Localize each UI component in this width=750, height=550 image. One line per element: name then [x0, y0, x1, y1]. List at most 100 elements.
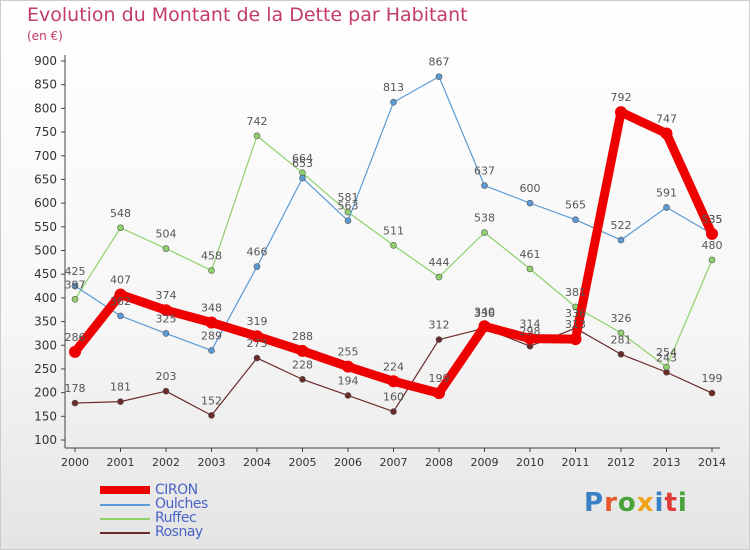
y-tick-label: 800	[34, 101, 57, 115]
data-label-ciron: 535	[702, 213, 723, 226]
data-point-rosnay	[208, 412, 215, 419]
data-label-oulches: 325	[156, 312, 177, 325]
x-tick-label: 2003	[198, 456, 226, 469]
data-point-ciron	[160, 304, 172, 317]
data-point-rosnay	[617, 350, 625, 358]
y-tick-label: 250	[34, 362, 57, 376]
data-point-oulches	[617, 236, 625, 244]
data-label-oulches: 591	[656, 186, 677, 199]
data-label-ciron: 314	[520, 318, 541, 331]
legend-swatch	[100, 504, 150, 506]
x-tick-label: 2000	[61, 456, 89, 469]
x-tick-label: 2011	[562, 456, 590, 469]
data-point-ruffec	[117, 224, 124, 232]
data-label-ciron: 792	[611, 91, 632, 104]
x-tick-label: 2012	[607, 456, 635, 469]
data-label-ruffec: 444	[429, 256, 450, 269]
data-label-oulches: 637	[474, 165, 495, 178]
data-point-ruffec	[71, 295, 79, 303]
data-label-rosnay: 160	[383, 391, 404, 404]
data-point-ruffec	[708, 256, 716, 264]
y-tick-label: 200	[34, 386, 57, 400]
y-tick-label: 450	[34, 267, 57, 281]
legend-label: Ruffec	[155, 510, 197, 526]
data-label-ciron: 319	[247, 315, 268, 328]
data-point-oulches	[572, 216, 579, 224]
data-label-ciron: 288	[292, 330, 313, 343]
data-label-rosnay: 336	[565, 307, 586, 320]
data-label-ruffec: 742	[247, 115, 268, 128]
data-point-ciron	[296, 344, 309, 357]
data-label-rosnay: 203	[156, 370, 177, 383]
data-point-oulches	[208, 347, 215, 354]
legend-label: CIRON	[155, 482, 198, 498]
data-label-oulches: 813	[383, 81, 404, 94]
data-label-rosnay: 336	[474, 307, 495, 320]
data-label-ciron: 286	[65, 331, 86, 344]
data-point-ruffec	[526, 265, 534, 273]
data-label-ruffec: 581	[338, 191, 359, 204]
data-label-oulches: 653	[292, 157, 313, 170]
data-label-ruffec: 326	[611, 312, 632, 325]
data-point-rosnay	[71, 399, 79, 407]
y-tick-label: 600	[34, 196, 57, 210]
y-tick-label: 700	[34, 149, 57, 163]
data-point-oulches	[481, 182, 488, 189]
y-tick-label: 650	[34, 172, 57, 186]
x-tick-label: 2009	[471, 456, 499, 469]
data-point-rosnay	[344, 392, 352, 399]
data-point-ciron	[342, 360, 354, 373]
data-label-oulches: 522	[611, 219, 632, 232]
x-tick-label: 2014	[698, 456, 726, 469]
data-point-rosnay	[117, 398, 124, 405]
data-label-rosnay: 228	[292, 358, 313, 371]
x-tick-label: 2006	[334, 456, 362, 469]
data-label-ruffec: 397	[65, 278, 86, 291]
legend-item-rosnay: Rosnay	[100, 524, 300, 540]
data-point-rosnay	[162, 387, 170, 395]
data-label-rosnay: 178	[65, 382, 86, 395]
x-tick-label: 2013	[653, 456, 681, 469]
data-label-oulches: 565	[565, 199, 586, 212]
y-tick-label: 100	[34, 433, 57, 447]
x-tick-label: 2007	[380, 456, 408, 469]
data-point-oulches	[162, 330, 170, 337]
legend-swatch	[100, 486, 150, 494]
legend-swatch	[100, 518, 150, 520]
data-label-rosnay: 181	[110, 381, 131, 394]
chart-title: Evolution du Montant de la Dette par Hab…	[27, 4, 468, 26]
data-point-oulches	[526, 199, 534, 207]
legend-swatch	[100, 532, 150, 534]
data-label-oulches: 425	[65, 265, 86, 278]
data-label-oulches: 535	[702, 213, 723, 226]
data-point-ruffec	[617, 329, 625, 337]
data-label-ciron: 374	[156, 289, 177, 302]
data-point-ruffec	[663, 363, 670, 371]
data-point-oulches	[390, 98, 397, 106]
legend-item-ciron: CIRON	[100, 482, 300, 498]
data-point-ruffec	[481, 229, 488, 236]
data-label-ruffec: 458	[201, 249, 222, 262]
data-point-oulches	[344, 217, 352, 224]
data-label-ciron: 313	[565, 318, 586, 331]
y-tick-label: 350	[34, 315, 57, 329]
data-point-oulches	[663, 204, 670, 211]
data-point-oulches	[299, 174, 306, 182]
data-point-ciron	[569, 333, 582, 346]
legend-label: Oulches	[155, 496, 208, 512]
data-point-ciron	[706, 227, 718, 240]
data-point-oulches	[253, 263, 261, 270]
data-point-rosnay	[435, 336, 443, 343]
data-point-rosnay	[299, 376, 306, 383]
data-point-ruffec	[435, 273, 443, 281]
data-label-rosnay: 298	[520, 325, 541, 338]
data-point-ciron	[114, 288, 127, 301]
x-tick-label: 2004	[243, 456, 271, 469]
data-point-oulches	[117, 312, 124, 320]
data-label-oulches: 563	[338, 200, 359, 213]
legend-item-oulches: Oulches	[100, 496, 300, 512]
data-label-rosnay: 312	[429, 319, 450, 332]
x-tick-label: 2002	[152, 456, 180, 469]
